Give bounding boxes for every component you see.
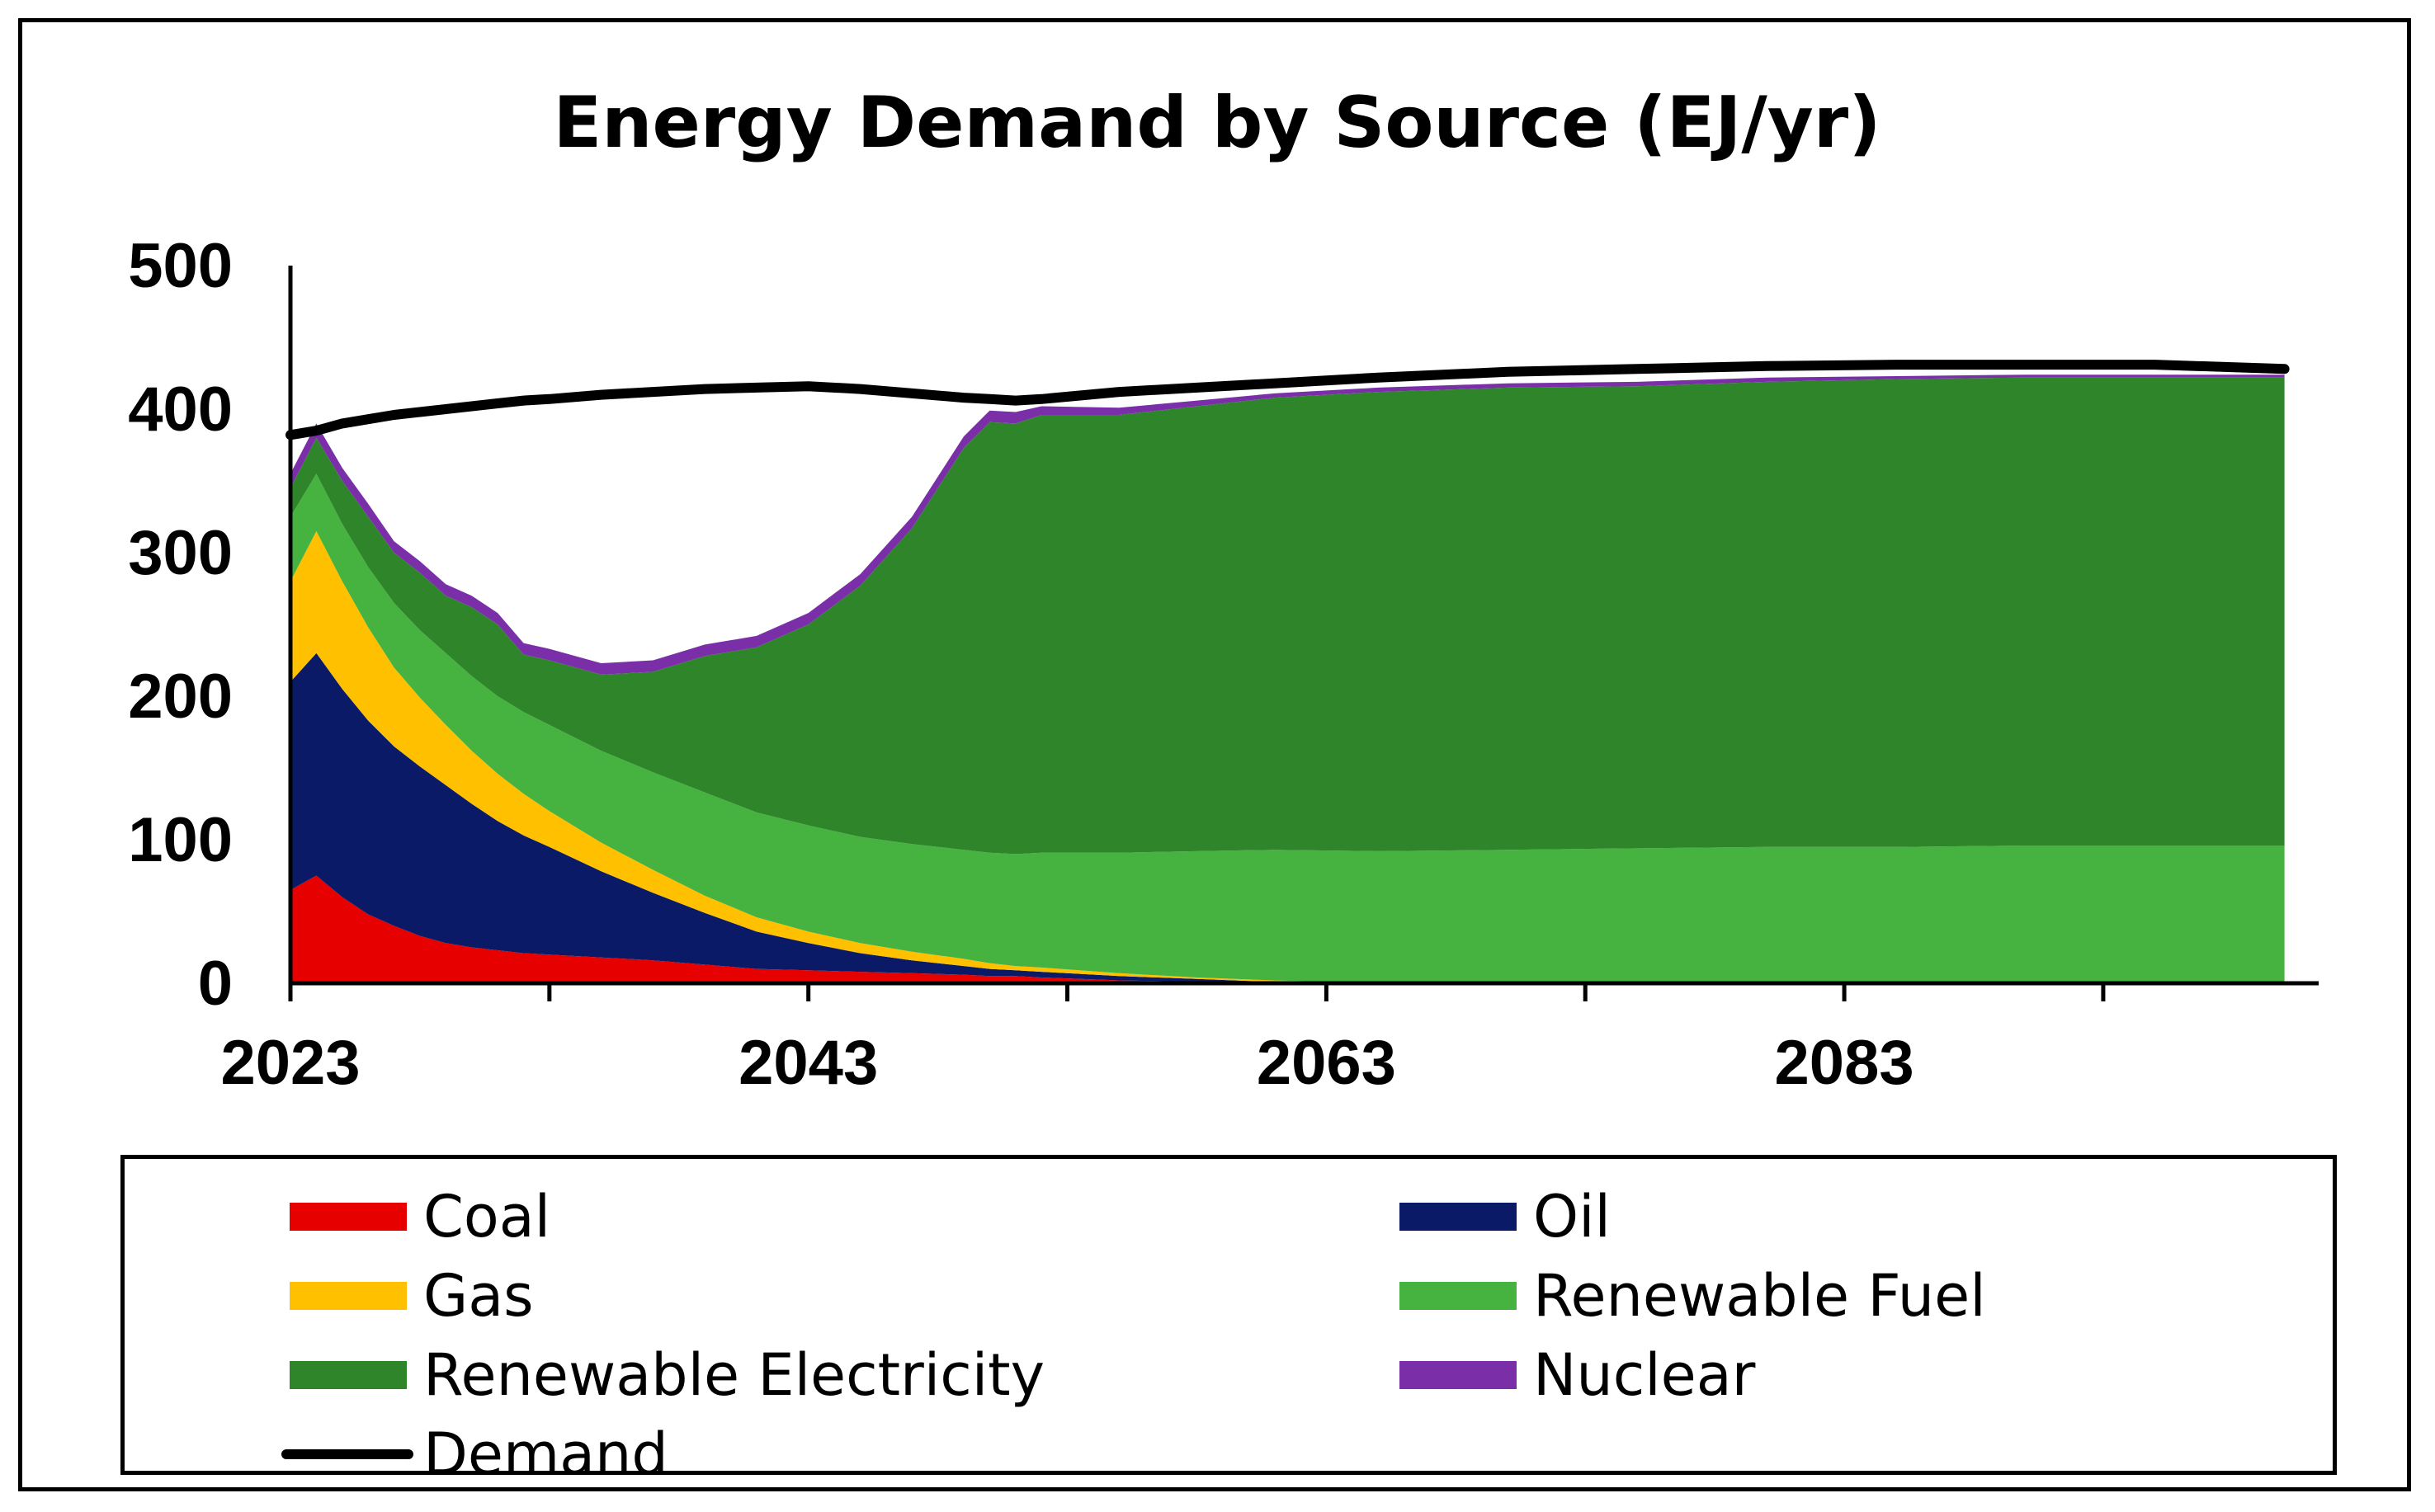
legend-label: Demand [423, 1420, 668, 1488]
nuclear-swatch [1399, 1361, 1517, 1389]
legend: Coal Oil Gas Renewable Fuel Renewable El… [120, 1155, 2337, 1488]
x-axis-tick-labels: 2023 2043 2063 2083 [220, 1028, 1914, 1098]
x-axis-ticks [288, 983, 2106, 1001]
y-axis-tick-labels: 0 100 200 300 400 500 [128, 231, 233, 1019]
coal-swatch [290, 1203, 407, 1231]
stacked-areas [285, 360, 2290, 983]
oil-swatch [1399, 1203, 1517, 1231]
renewable-electricity-swatch [290, 1361, 407, 1389]
axes [288, 266, 2319, 986]
legend-label: Coal [423, 1183, 551, 1251]
legend-item-renewable-electricity: Renewable Electricity [290, 1341, 1045, 1409]
y-tick-label: 200 [128, 662, 233, 732]
y-tick-label: 0 [198, 949, 233, 1019]
area-coal [290, 875, 2285, 983]
demand-line [285, 360, 2290, 440]
legend-item-demand: Demand [281, 1420, 668, 1488]
area-renewable-electricity [290, 377, 2285, 855]
y-tick-label: 500 [128, 231, 233, 301]
x-tick-label: 2083 [1775, 1028, 1914, 1098]
legend-item-renewable-fuel: Renewable Fuel [1399, 1262, 1986, 1330]
legend-label: Gas [423, 1262, 534, 1330]
legend-label: Renewable Fuel [1533, 1262, 1986, 1330]
gas-swatch [290, 1282, 407, 1310]
x-tick-label: 2023 [220, 1028, 360, 1098]
legend-item-gas: Gas [290, 1262, 534, 1330]
legend-label: Oil [1533, 1183, 1611, 1251]
legend-item-coal: Coal [290, 1183, 551, 1251]
x-tick-label: 2043 [739, 1028, 878, 1098]
renewable-fuel-swatch [1399, 1282, 1517, 1310]
y-tick-label: 300 [128, 518, 233, 588]
y-tick-label: 100 [128, 805, 233, 875]
legend-item-nuclear: Nuclear [1399, 1341, 1756, 1409]
chart-title: Energy Demand by Source (EJ/yr) [553, 82, 1881, 164]
legend-item-oil: Oil [1399, 1183, 1611, 1251]
legend-label: Renewable Electricity [423, 1341, 1045, 1409]
demand-line-swatch [281, 1449, 413, 1459]
legend-label: Nuclear [1533, 1341, 1756, 1409]
x-tick-label: 2063 [1257, 1028, 1396, 1098]
area-renewable-fuel [290, 473, 2285, 983]
y-tick-label: 400 [128, 374, 233, 445]
